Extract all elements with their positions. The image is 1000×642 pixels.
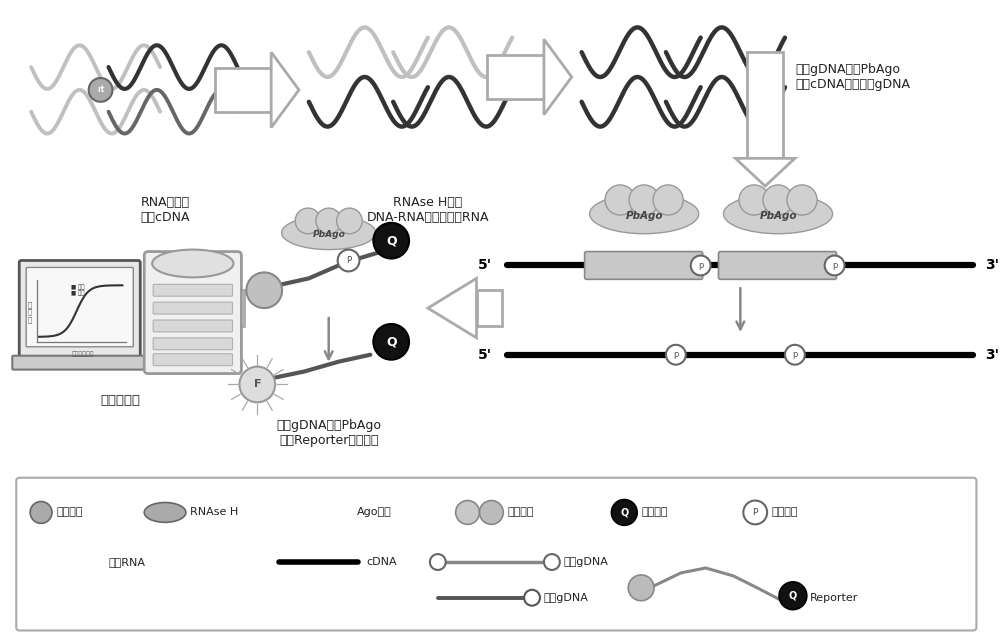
Text: p: p bbox=[792, 351, 798, 360]
Circle shape bbox=[763, 185, 793, 215]
Circle shape bbox=[739, 185, 769, 215]
Text: RNA逆转录
产生cDNA: RNA逆转录 产生cDNA bbox=[140, 196, 190, 224]
Circle shape bbox=[787, 185, 817, 215]
Circle shape bbox=[785, 345, 805, 365]
Circle shape bbox=[337, 208, 362, 234]
Bar bbox=[747, 52, 783, 159]
Circle shape bbox=[293, 491, 311, 509]
Polygon shape bbox=[544, 39, 572, 115]
Text: 3': 3' bbox=[985, 259, 999, 272]
Text: PbAgo: PbAgo bbox=[625, 211, 663, 221]
Polygon shape bbox=[735, 159, 795, 186]
Text: Q: Q bbox=[386, 234, 397, 247]
Circle shape bbox=[743, 501, 767, 525]
Text: P: P bbox=[753, 508, 758, 517]
Text: p: p bbox=[673, 351, 679, 360]
Text: 时间（分钟）: 时间（分钟） bbox=[71, 352, 94, 358]
Circle shape bbox=[691, 256, 711, 275]
Bar bbox=[477, 290, 502, 326]
Bar bbox=[219, 290, 244, 326]
Text: cDNA: cDNA bbox=[366, 557, 397, 567]
Circle shape bbox=[825, 256, 844, 275]
FancyBboxPatch shape bbox=[153, 354, 232, 366]
Ellipse shape bbox=[723, 194, 833, 234]
Circle shape bbox=[373, 223, 409, 259]
Ellipse shape bbox=[152, 250, 233, 277]
Circle shape bbox=[295, 208, 321, 234]
FancyBboxPatch shape bbox=[19, 261, 140, 359]
Text: PbAgo: PbAgo bbox=[759, 211, 797, 221]
Circle shape bbox=[629, 185, 659, 215]
Circle shape bbox=[323, 491, 341, 509]
Text: 目标RNA: 目标RNA bbox=[109, 557, 146, 567]
Circle shape bbox=[524, 590, 540, 605]
Circle shape bbox=[544, 554, 560, 570]
Circle shape bbox=[611, 499, 637, 525]
FancyBboxPatch shape bbox=[719, 252, 837, 279]
FancyBboxPatch shape bbox=[153, 320, 232, 332]
Ellipse shape bbox=[283, 496, 351, 521]
Polygon shape bbox=[271, 52, 299, 128]
Text: 逆转录酶: 逆转录酶 bbox=[57, 507, 83, 517]
Text: PbAgo: PbAgo bbox=[302, 505, 332, 514]
Text: 初级gDNA: 初级gDNA bbox=[564, 557, 609, 567]
Text: ■ 阳性
■ 阴性: ■ 阳性 ■ 阴性 bbox=[71, 284, 84, 297]
Text: 3': 3' bbox=[985, 348, 999, 361]
Circle shape bbox=[430, 554, 446, 570]
Circle shape bbox=[605, 185, 635, 215]
Circle shape bbox=[779, 582, 807, 610]
Circle shape bbox=[653, 185, 683, 215]
Ellipse shape bbox=[590, 194, 699, 234]
Text: PbAgo: PbAgo bbox=[312, 230, 345, 239]
FancyBboxPatch shape bbox=[12, 356, 148, 370]
Text: 次级gDNA介导PbAgo
剪切Reporter产生荧光: 次级gDNA介导PbAgo 剪切Reporter产生荧光 bbox=[276, 419, 381, 447]
Text: 初级gDNA介导PbAgo
剪切cDNA产生次级gDNA: 初级gDNA介导PbAgo 剪切cDNA产生次级gDNA bbox=[795, 63, 910, 91]
Text: Q: Q bbox=[386, 335, 397, 349]
Text: 次级gDNA: 次级gDNA bbox=[544, 593, 589, 603]
Circle shape bbox=[239, 367, 275, 403]
Text: 5': 5' bbox=[478, 348, 492, 361]
FancyBboxPatch shape bbox=[153, 284, 232, 296]
Polygon shape bbox=[185, 279, 219, 338]
Circle shape bbox=[338, 250, 359, 272]
Ellipse shape bbox=[144, 503, 186, 523]
Text: p: p bbox=[832, 261, 837, 270]
Text: 荧
光
值: 荧 光 值 bbox=[28, 301, 32, 323]
Text: 荧光値判读: 荧光値判读 bbox=[100, 394, 140, 408]
Text: F: F bbox=[254, 379, 261, 390]
Circle shape bbox=[316, 208, 342, 234]
Circle shape bbox=[246, 272, 282, 308]
FancyBboxPatch shape bbox=[153, 338, 232, 350]
Text: Ago蛋白: Ago蛋白 bbox=[356, 507, 391, 517]
Text: p: p bbox=[698, 261, 703, 270]
Text: rt: rt bbox=[97, 85, 104, 94]
FancyBboxPatch shape bbox=[144, 252, 241, 374]
Polygon shape bbox=[428, 279, 477, 338]
Text: P: P bbox=[346, 256, 351, 265]
Circle shape bbox=[628, 575, 654, 601]
Text: Q: Q bbox=[789, 591, 797, 601]
Circle shape bbox=[373, 324, 409, 360]
Text: Reporter: Reporter bbox=[810, 593, 858, 603]
Text: 5': 5' bbox=[478, 259, 492, 272]
Text: Q: Q bbox=[620, 507, 628, 517]
Circle shape bbox=[89, 78, 112, 102]
Text: RNAse H水解
DNA-RNA杂合链中的RNA: RNAse H水解 DNA-RNA杂合链中的RNA bbox=[367, 196, 489, 224]
Circle shape bbox=[456, 501, 479, 525]
Text: 荧光基团: 荧光基团 bbox=[507, 507, 534, 517]
Circle shape bbox=[666, 345, 686, 365]
Circle shape bbox=[30, 501, 52, 523]
Bar bbox=[215, 68, 271, 112]
Circle shape bbox=[308, 491, 326, 509]
FancyBboxPatch shape bbox=[153, 302, 232, 314]
Text: 磷酸基团: 磷酸基团 bbox=[771, 507, 798, 517]
Text: RNAse H: RNAse H bbox=[190, 507, 238, 517]
Ellipse shape bbox=[282, 216, 376, 250]
FancyBboxPatch shape bbox=[26, 268, 133, 347]
Bar bbox=[487, 55, 544, 99]
FancyBboxPatch shape bbox=[585, 252, 703, 279]
Circle shape bbox=[479, 501, 503, 525]
FancyBboxPatch shape bbox=[16, 478, 976, 630]
Text: 淤灯基团: 淤灯基团 bbox=[641, 507, 668, 517]
